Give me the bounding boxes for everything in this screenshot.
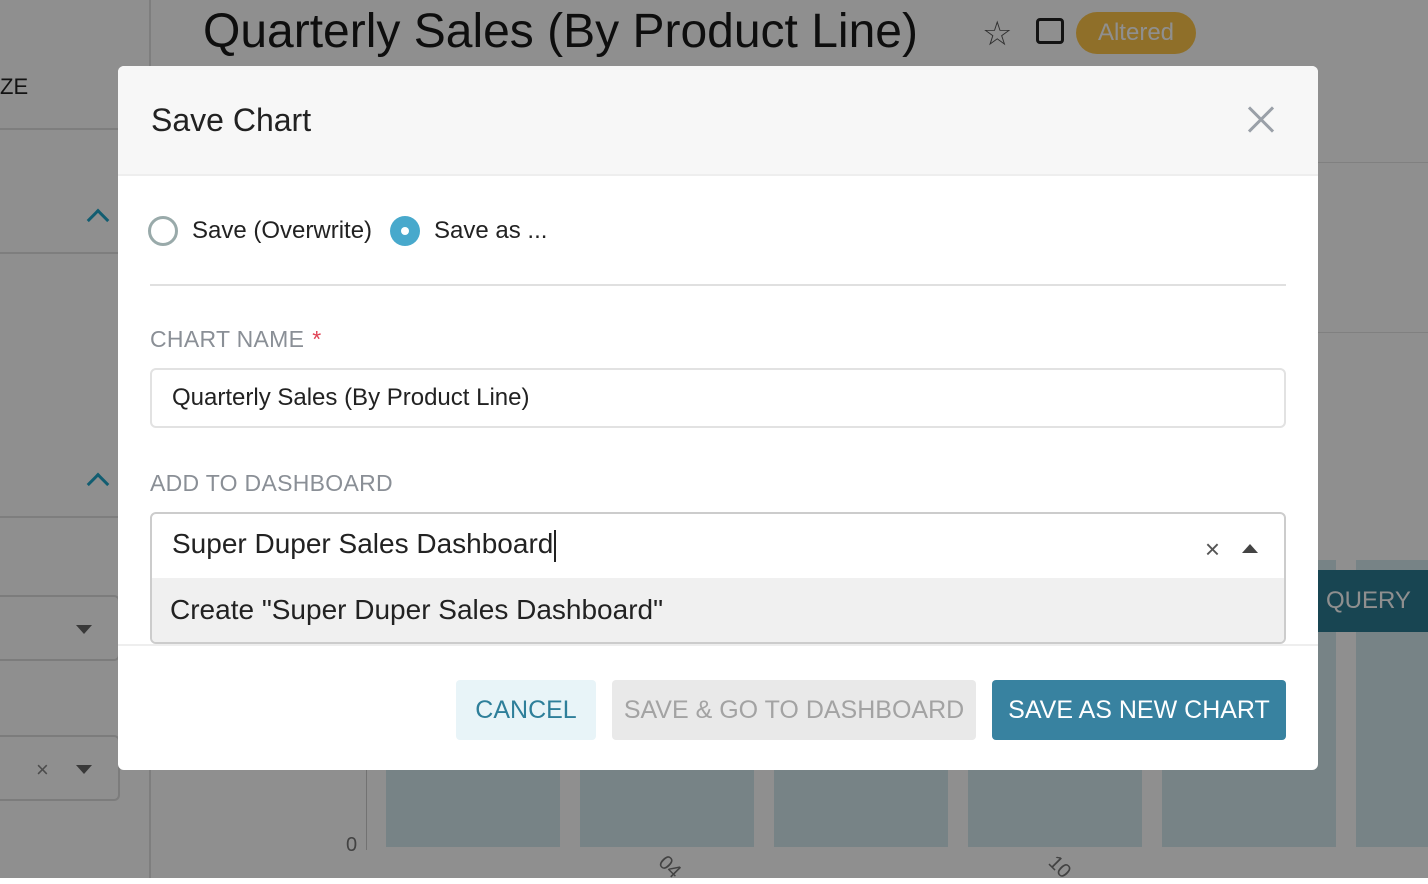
chart-name-label-text: CHART NAME [150,326,305,352]
modal-header: Save Chart [118,66,1318,176]
save-mode-radio-group: Save (Overwrite) Save as ... [148,216,565,246]
y-tick-label: 0 [346,834,358,856]
save-as-new-chart-button[interactable]: SAVE AS NEW CHART [992,680,1286,740]
chart-name-input[interactable]: Quarterly Sales (By Product Line) [150,368,1286,428]
caret-up-icon[interactable] [1242,544,1258,553]
dashboard-input-value: Super Duper Sales Dashboard [172,528,554,559]
save-chart-modal: Save Chart Save (Overwrite) Save as ... … [118,66,1318,770]
caret-down-icon [76,625,92,634]
dashboard-label: ADD TO DASHBOARD [150,470,393,496]
text-cursor [554,529,557,562]
divider [1318,332,1428,333]
altered-badge[interactable]: Altered [1076,12,1196,54]
star-icon[interactable]: ☆ [982,15,1013,53]
chart-name-label: CHART NAME * [150,326,322,353]
modal-title: Save Chart [151,102,312,138]
clear-icon[interactable]: × [36,757,49,782]
run-query-button[interactable]: QUERY [1300,570,1428,632]
radio-overwrite-label[interactable]: Save (Overwrite) [192,217,373,244]
save-go-to-dashboard-button[interactable]: SAVE & GO TO DASHBOARD [612,680,976,740]
divider [0,516,151,518]
radio-overwrite[interactable] [148,216,178,246]
dashboard-input[interactable]: Super Duper Sales Dashboard [172,528,557,562]
radio-save-as[interactable] [390,216,421,246]
caret-down-icon [76,765,92,774]
modal-footer: CANCEL SAVE & GO TO DASHBOARD SAVE AS NE… [118,644,1318,770]
chart-title: Quarterly Sales (By Product Line) [203,5,918,58]
divider [0,128,151,130]
edit-icon[interactable] [1036,18,1064,44]
divider [0,252,151,254]
radio-save-as-label[interactable]: Save as ... [434,217,548,244]
panel-heading: ZE [0,74,29,99]
dashboard-select[interactable]: Super Duper Sales Dashboard × Create "Su… [150,512,1286,644]
required-marker: * [312,326,322,352]
close-icon[interactable] [1240,100,1280,140]
divider [1318,162,1428,163]
clear-icon[interactable]: × [1204,534,1220,564]
cancel-button[interactable]: CANCEL [456,680,596,740]
divider [150,284,1286,286]
dropdown-option-create[interactable]: Create "Super Duper Sales Dashboard" [152,578,1284,642]
